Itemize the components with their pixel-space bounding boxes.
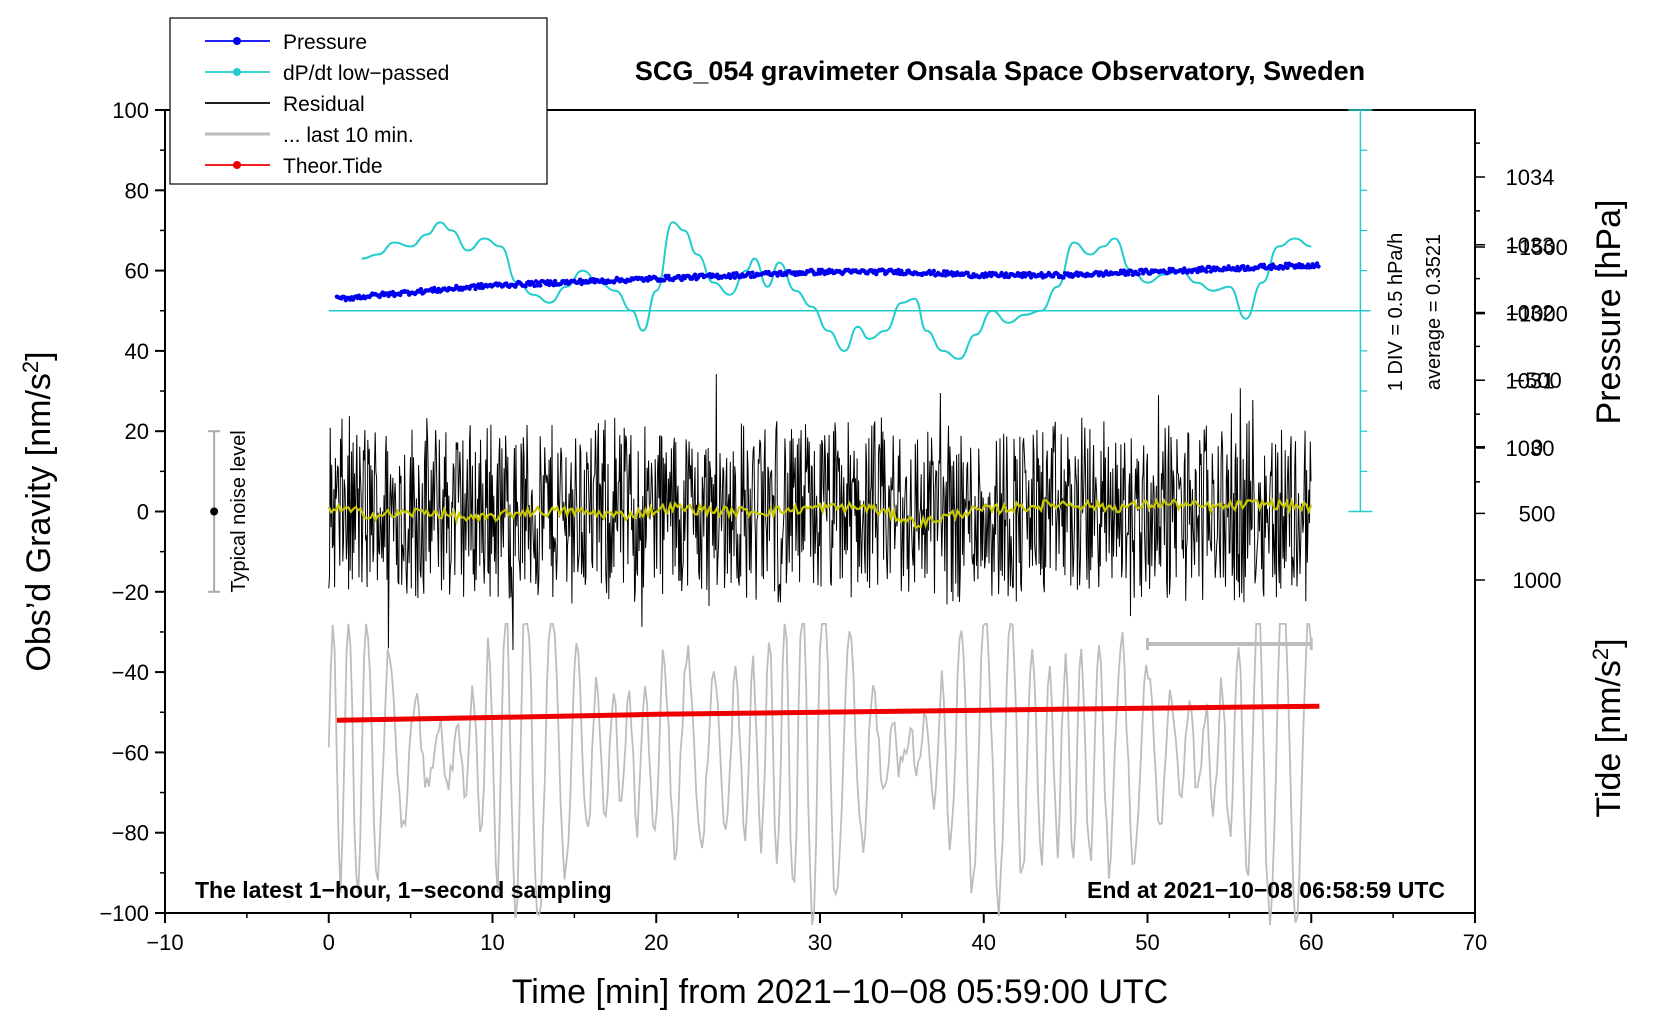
legend-marker xyxy=(233,161,241,169)
pressure-point xyxy=(1241,264,1246,269)
pressure-point xyxy=(1126,272,1131,277)
legend-label: dP/dt low−passed xyxy=(283,62,449,85)
sampling-annotation: The latest 1−hour, 1−second sampling xyxy=(195,877,612,903)
end-time-annotation: End at 2021−10−08 06:58:59 UTC xyxy=(1087,877,1445,903)
tide-tick-label: 0 xyxy=(1531,435,1543,460)
pressure-point xyxy=(1261,262,1267,267)
legend-marker xyxy=(233,37,241,45)
tide-tick-label: 500 xyxy=(1519,501,1556,526)
residual-smoothed-series xyxy=(327,497,1313,530)
tide-tick-label: −1000 xyxy=(1506,302,1568,327)
pressure-point xyxy=(1061,275,1066,280)
x-tick-label: 10 xyxy=(480,930,504,955)
tide-tick-label: 1000 xyxy=(1513,568,1562,593)
pressure-point xyxy=(1136,272,1141,277)
tide-axis-title-sup: 2 xyxy=(1588,648,1613,660)
pressure-point xyxy=(750,270,755,275)
legend-label: Pressure xyxy=(283,31,367,54)
noise-level-label: Typical noise level xyxy=(228,430,250,592)
pressure-point xyxy=(1285,265,1290,270)
dpdt-average-label: average = 0.3521 xyxy=(1423,234,1445,390)
residual-series xyxy=(328,374,1312,651)
noise-level-dot xyxy=(210,507,219,516)
legend-marker xyxy=(233,68,241,76)
pressure-point xyxy=(881,268,886,273)
pressure-tick-label: 1030 xyxy=(1506,436,1555,461)
pressure-point xyxy=(1204,269,1209,274)
pressure-point xyxy=(538,283,543,288)
pressure-tick-label: 1032 xyxy=(1506,301,1555,326)
x-tick-label: 40 xyxy=(972,930,996,955)
x-tick-label: 0 xyxy=(323,930,335,955)
pressure-point xyxy=(965,270,970,276)
pressure-tick-label: 1034 xyxy=(1506,165,1555,190)
y-tick-label: −60 xyxy=(112,740,149,765)
chart-title: SCG_054 gravimeter Onsala Space Observat… xyxy=(635,56,1365,86)
x-axis-title: Time [min] from 2021−10−08 05:59:00 UTC xyxy=(512,973,1168,1011)
pressure-point xyxy=(1129,268,1134,274)
y-tick-label: 40 xyxy=(125,339,149,364)
legend-entries: Pressure dP/dt low−passed Residual ... last… xyxy=(205,31,449,178)
y-axis-title: Obs’d Gravity [nm/s2] xyxy=(18,351,59,671)
x-tick-label: −10 xyxy=(146,930,183,955)
pressure-point xyxy=(1207,264,1212,270)
y-tick-label: −20 xyxy=(112,580,149,605)
x-tick-label: 50 xyxy=(1135,930,1159,955)
tide-axis-title-main: Tide [nm/s xyxy=(1590,660,1628,817)
pressure-point xyxy=(692,272,698,277)
y-tick-label: 60 xyxy=(125,259,149,284)
legend-label: ... last 10 min. xyxy=(283,124,414,147)
axes-layer: −10 0 10 20 30 40 50 60 70−100−80−60−40−20020406… xyxy=(99,98,1567,955)
series-layer xyxy=(327,109,1373,926)
y-tick-label: 20 xyxy=(125,419,149,444)
y-tick-label: 100 xyxy=(112,98,149,123)
pressure-point xyxy=(732,275,737,280)
theoretical-tide-series xyxy=(336,703,1320,723)
x-tick-label: 60 xyxy=(1299,930,1323,955)
pressure-point xyxy=(1269,266,1274,272)
x-tick-label: 20 xyxy=(644,930,668,955)
pressure-tick-label: 1033 xyxy=(1506,233,1555,258)
pressure-point xyxy=(666,273,671,279)
pressure-axis-title: Pressure [hPa] xyxy=(1590,200,1628,425)
dpdt-lowpassed-series xyxy=(361,221,1312,360)
y-axis-title-sup: 2 xyxy=(18,361,43,373)
tide-axis-title-close: ] xyxy=(1590,638,1628,647)
pressure-point xyxy=(552,278,558,284)
pressure-series xyxy=(334,261,1321,303)
dpdt-scale-label: 1 DIV = 0.5 hPa/h xyxy=(1385,233,1407,391)
pressure-point xyxy=(418,287,424,292)
legend: Pressure dP/dt low−passed Residual ... last… xyxy=(169,17,548,185)
tide-axis-title: Tide [nm/s2] xyxy=(1588,638,1629,817)
y-axis-title-main: Obs’d Gravity [nm/s xyxy=(20,373,58,672)
x-tick-label: 70 xyxy=(1463,930,1487,955)
tide-tick-label: −500 xyxy=(1512,368,1562,393)
pressure-point xyxy=(784,272,789,277)
x-tick-label: 30 xyxy=(808,930,832,955)
pressure-point xyxy=(1003,271,1009,276)
y-axis-title-close: ] xyxy=(20,351,58,360)
tide-tick-label: −1500 xyxy=(1506,235,1568,260)
pressure-tick-label: 1031 xyxy=(1506,368,1555,393)
y-tick-label: 0 xyxy=(137,500,149,525)
y-tick-label: −80 xyxy=(112,821,149,846)
legend-label: Residual xyxy=(283,93,365,116)
noise-level-indicator: Typical noise level xyxy=(208,430,250,593)
y-tick-label: 80 xyxy=(125,178,149,203)
pressure-point xyxy=(899,268,904,273)
y-tick-label: −40 xyxy=(112,660,149,685)
last-10-min-series xyxy=(327,622,1313,926)
legend-label: Theor.Tide xyxy=(283,155,383,178)
pressure-point xyxy=(1316,264,1321,269)
y-tick-label: −100 xyxy=(99,901,149,926)
legend-box xyxy=(169,17,548,185)
pressure-point xyxy=(931,268,936,274)
